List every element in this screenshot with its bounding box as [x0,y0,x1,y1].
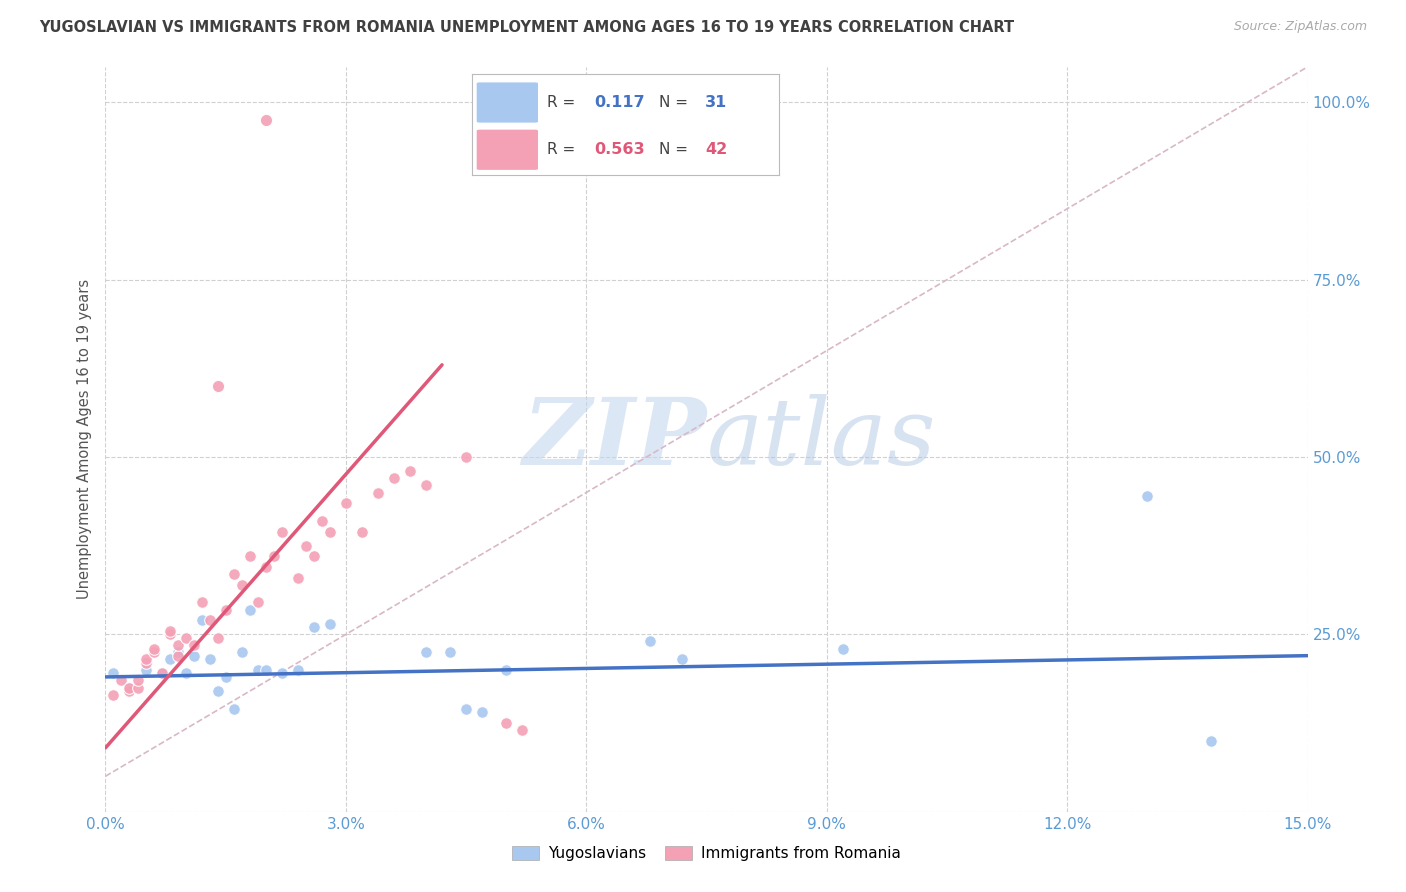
Point [295,539,318,553]
Point [231,645,253,659]
Point [415,645,437,659]
Point [254,560,277,574]
Point [454,702,477,716]
Point [198,652,221,666]
Point [150,666,173,681]
Point [439,645,461,659]
Point [222,567,245,582]
Text: ZIP: ZIP [522,394,707,484]
Point [118,681,141,695]
Point [471,706,494,720]
Point [159,627,181,641]
Point [263,549,285,564]
Point [183,648,205,663]
Text: atlas: atlas [707,394,936,484]
Point [335,496,357,510]
Point [174,666,197,681]
Point [319,616,342,631]
Point [207,379,229,393]
Point [831,641,853,656]
Point [127,681,149,695]
Point [222,702,245,716]
Point [198,613,221,627]
Point [118,681,141,695]
Point [103,666,125,681]
Text: Source: ZipAtlas.com: Source: ZipAtlas.com [1233,20,1367,33]
Point [1201,733,1223,747]
Point [495,663,517,677]
Point [207,684,229,698]
Point [270,666,292,681]
Point [118,684,141,698]
Point [183,638,205,652]
Point [174,631,197,645]
Point [127,673,149,688]
Point [239,602,262,616]
Point [246,663,269,677]
Point [207,631,229,645]
Point [190,613,212,627]
Point [135,663,157,677]
Point [142,641,165,656]
Point [287,571,309,585]
Point [1136,489,1159,503]
Point [454,450,477,464]
Point [302,549,325,564]
Point [287,663,309,677]
Point [367,485,389,500]
Y-axis label: Unemployment Among Ages 16 to 19 years: Unemployment Among Ages 16 to 19 years [77,279,93,599]
Point [415,478,437,492]
Point [246,595,269,609]
Point [302,620,325,634]
Point [239,549,262,564]
Point [319,524,342,539]
Point [495,716,517,731]
Legend: Yugoslavians, Immigrants from Romania: Yugoslavians, Immigrants from Romania [506,839,907,867]
Point [159,652,181,666]
Point [399,464,422,478]
Point [135,652,157,666]
Point [110,673,132,688]
Point [190,595,212,609]
Point [231,578,253,592]
Point [254,663,277,677]
Point [166,648,188,663]
Point [671,652,693,666]
Point [640,634,662,648]
Text: YUGOSLAVIAN VS IMMIGRANTS FROM ROMANIA UNEMPLOYMENT AMONG AGES 16 TO 19 YEARS CO: YUGOSLAVIAN VS IMMIGRANTS FROM ROMANIA U… [39,20,1015,35]
Point [159,624,181,638]
Point [103,688,125,702]
Point [350,524,373,539]
Point [166,645,188,659]
Point [135,656,157,670]
Point [382,471,405,485]
Point [311,514,333,528]
Point [510,723,533,738]
Point [254,113,277,128]
Point [142,645,165,659]
Point [166,638,188,652]
Point [150,666,173,681]
Point [214,602,236,616]
Point [270,524,292,539]
Point [214,670,236,684]
